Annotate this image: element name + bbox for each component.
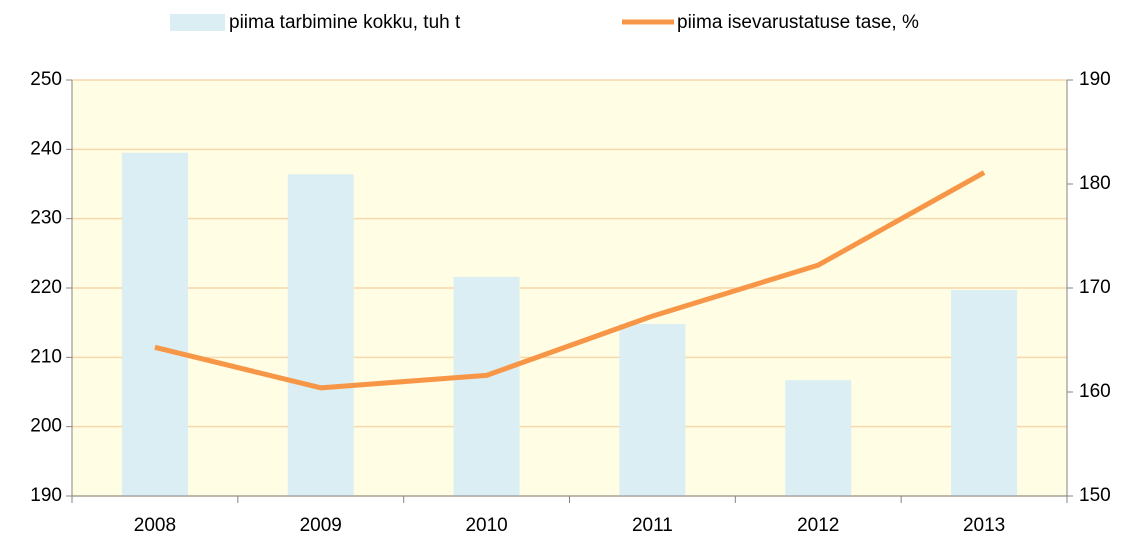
y2-tick-label: 180 <box>1079 173 1111 194</box>
y2-tick-label: 190 <box>1079 69 1111 90</box>
legend-label: piima tarbimine kokku, tuh t <box>229 12 461 33</box>
bar <box>951 290 1018 496</box>
y-tick-label: 240 <box>30 138 62 159</box>
y2-tick-label: 160 <box>1079 381 1111 402</box>
legend-swatch <box>170 14 225 31</box>
x-tick-label: 2008 <box>134 515 176 536</box>
x-tick-label: 2011 <box>632 515 673 536</box>
bar <box>785 380 852 496</box>
y2-tick-label: 150 <box>1079 485 1111 506</box>
bar <box>287 174 354 496</box>
y-tick-label: 230 <box>30 208 62 229</box>
y2-tick-label: 170 <box>1079 277 1111 298</box>
x-tick-label: 2009 <box>300 515 342 536</box>
y-tick-label: 190 <box>30 485 62 506</box>
legend-label: piima isevarustatuse tase, % <box>677 12 919 33</box>
line <box>154 170 986 391</box>
bar <box>453 276 520 496</box>
y-tick-label: 200 <box>30 416 62 437</box>
y-tick-label: 250 <box>30 69 62 90</box>
bar <box>121 152 188 497</box>
x-tick-label: 2012 <box>797 515 839 536</box>
y-tick-label: 220 <box>30 277 62 298</box>
x-tick-label: 2013 <box>963 515 1005 536</box>
x-tick-label: 2010 <box>465 515 507 536</box>
y-tick-label: 210 <box>30 346 62 367</box>
bar <box>619 324 686 496</box>
